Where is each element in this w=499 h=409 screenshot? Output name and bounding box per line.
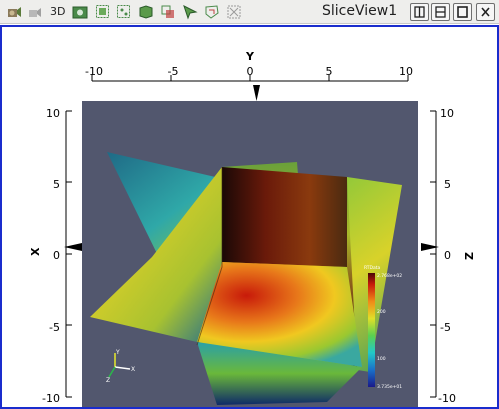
render-view[interactable]: RTData 2.768e+02 200 100 3.735e+01 Y X Z… <box>0 25 499 409</box>
close-button[interactable] <box>476 3 495 21</box>
slice-plane-inner <box>222 167 347 267</box>
y-tick-label: 10 <box>399 65 413 78</box>
x-tick-label: -10 <box>42 392 60 405</box>
interactive-select-icon[interactable] <box>182 4 198 20</box>
orientation-axes: Y X Z <box>106 349 135 384</box>
orientation-x-label: X <box>131 366 135 373</box>
select-block-icon[interactable] <box>160 4 176 20</box>
select-cells-icon[interactable] <box>95 4 111 20</box>
y-tick-label: -5 <box>168 65 179 78</box>
y-ruler: Y -10 -5 0 5 10 <box>85 50 413 101</box>
split-vertical-button[interactable] <box>431 3 450 21</box>
slice-plane-left <box>90 167 222 342</box>
y-tick-label: 5 <box>326 65 333 78</box>
z-axis-title: Z <box>463 252 476 260</box>
x-ruler: X 10 5 0 -5 -10 <box>29 107 82 405</box>
z-tick-label: 0 <box>444 249 451 262</box>
z-slice-marker-icon[interactable] <box>421 243 439 251</box>
x-tick-label: 0 <box>53 249 60 262</box>
orientation-y-label: Y <box>115 349 120 356</box>
z-tick-label: -5 <box>440 321 451 334</box>
render-view-canvas[interactable]: RTData 2.768e+02 200 100 3.735e+01 Y X Z… <box>2 27 497 407</box>
legend-title: RTData <box>364 265 381 271</box>
select-polygon-icon[interactable] <box>204 4 220 20</box>
z-tick-label: 5 <box>444 178 451 191</box>
x-tick-label: 10 <box>46 107 60 120</box>
3d-mode-button[interactable]: 3D <box>50 5 66 18</box>
split-horizontal-icon <box>414 6 425 18</box>
screenshot-icon[interactable] <box>72 4 88 20</box>
view-toolbar: 3D SliceView1 <box>0 0 499 24</box>
split-horizontal-button[interactable] <box>410 3 429 21</box>
camera-undo-icon[interactable] <box>27 4 43 20</box>
x-tick-label: 5 <box>53 178 60 191</box>
legend-max: 2.768e+02 <box>377 273 402 279</box>
z-tick-label: -10 <box>438 392 456 405</box>
maximize-button[interactable] <box>453 3 472 21</box>
x-slice-marker-icon[interactable] <box>64 243 82 251</box>
y-axis-title: Y <box>245 50 255 63</box>
orientation-z-label: Z <box>106 377 110 384</box>
close-icon <box>481 7 490 17</box>
split-vertical-icon <box>435 6 446 18</box>
view-title: SliceView1 <box>322 3 398 19</box>
slice-surfaces <box>90 152 402 405</box>
select-points-icon[interactable] <box>116 4 132 20</box>
select-frustum-icon[interactable] <box>138 4 154 20</box>
z-ruler: Z 10 5 0 -5 -10 <box>421 107 476 405</box>
x-axis-title: X <box>29 247 42 256</box>
y-tick-label: 0 <box>247 65 254 78</box>
legend-min: 3.735e+01 <box>377 384 402 390</box>
legend-mid-high: 200 <box>377 309 386 315</box>
clear-selection-icon[interactable] <box>226 4 242 20</box>
slice-plane-bottom <box>197 342 362 405</box>
legend-mid-low: 100 <box>377 356 386 362</box>
color-legend: RTData 2.768e+02 200 100 3.735e+01 <box>364 265 402 390</box>
y-slice-marker-icon[interactable] <box>253 85 260 101</box>
camera-reset-icon[interactable] <box>6 4 22 20</box>
y-tick-label: -10 <box>85 65 103 78</box>
maximize-icon <box>457 6 468 18</box>
z-tick-label: 10 <box>440 107 454 120</box>
legend-colorbar <box>368 273 375 387</box>
x-tick-label: -5 <box>49 321 60 334</box>
